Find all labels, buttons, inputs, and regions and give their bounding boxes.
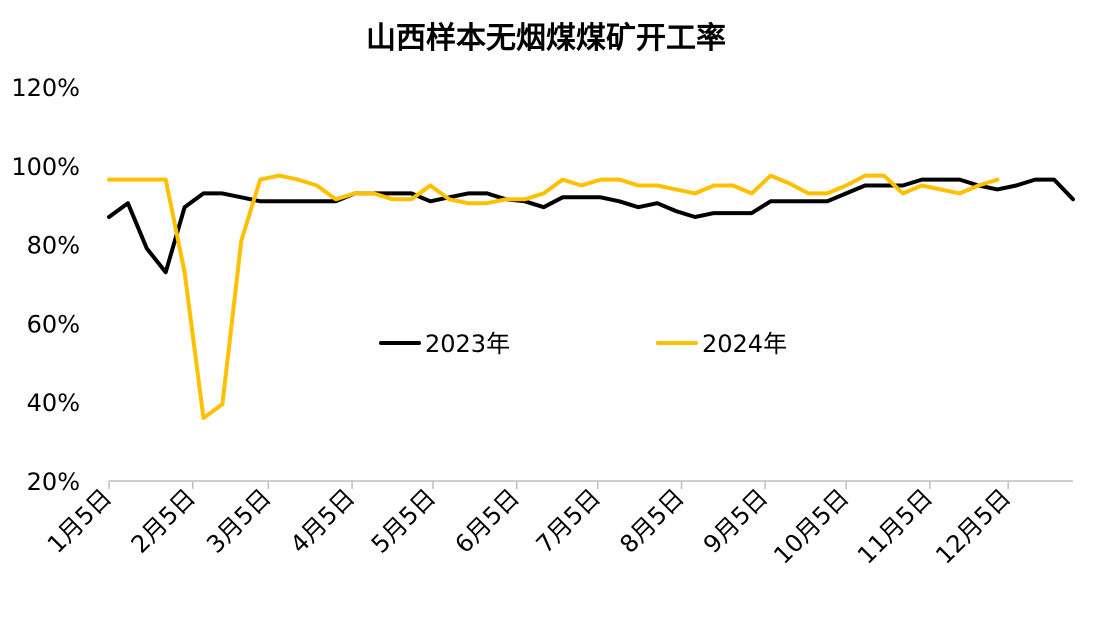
- series-line-2: [107, 173, 1000, 420]
- x-tick-label: 8月5日: [614, 483, 689, 558]
- x-tick-label: 9月5日: [698, 483, 773, 558]
- y-axis-ticks: 20% 40% 60% 80% 100% 120%: [11, 74, 80, 496]
- legend: 2023年 2024年: [379, 330, 787, 358]
- x-tick-label: 10月5日: [768, 483, 854, 569]
- x-tick-label: 11月5日: [852, 483, 938, 569]
- y-tick-label: 20%: [27, 468, 80, 496]
- series-layer: [107, 173, 1075, 420]
- y-tick-label: 80%: [27, 232, 80, 260]
- y-tick-label: 40%: [27, 389, 80, 417]
- legend-label: 2023年: [425, 330, 510, 358]
- legend-label: 2024年: [702, 330, 787, 358]
- chart-title: 山西样本无烟煤煤矿开工率: [366, 21, 726, 56]
- y-tick-label: 120%: [11, 74, 80, 102]
- x-tick-label: 2月5日: [126, 483, 201, 558]
- y-tick-label: 60%: [27, 310, 80, 338]
- series-line-1: [107, 177, 1075, 275]
- x-tick-label: 12月5日: [930, 483, 1016, 569]
- x-tick-label: 6月5日: [450, 483, 525, 558]
- x-tick-label: 4月5日: [285, 483, 360, 558]
- x-tick-label: 3月5日: [201, 483, 276, 558]
- x-tick-label: 5月5日: [366, 483, 441, 558]
- y-tick-label: 100%: [11, 153, 80, 181]
- x-tick-label: 7月5日: [531, 483, 606, 558]
- x-axis: 1月5日 2月5日 3月5日 4月5日 5月5日 6月5日 7月5日 8月5日 9月5日10月5…: [42, 480, 1073, 570]
